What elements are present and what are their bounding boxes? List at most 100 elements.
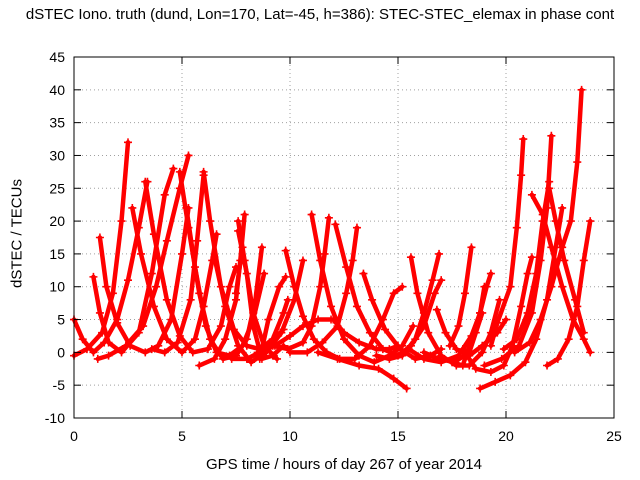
data-point: [314, 315, 323, 324]
data-point: [95, 308, 104, 317]
data-point: [579, 256, 588, 265]
data-point: [93, 354, 102, 363]
data-point: [523, 308, 532, 317]
data-point: [307, 210, 316, 219]
x-tick-label: 10: [282, 428, 298, 444]
pass-arc-line: [71, 179, 150, 355]
data-point: [482, 282, 491, 291]
data-point: [195, 361, 204, 370]
data-point: [499, 345, 508, 354]
data-point: [188, 348, 197, 357]
pass-arc-42: [545, 184, 588, 337]
data-point: [242, 354, 251, 363]
data-point: [124, 276, 132, 285]
data-point: [210, 253, 219, 262]
data-point: [260, 269, 269, 278]
data-point: [519, 135, 528, 144]
data-point: [113, 318, 122, 327]
data-point: [480, 361, 489, 370]
data-point: [141, 177, 150, 186]
data-point: [497, 354, 506, 363]
x-tick-label: 5: [178, 428, 186, 444]
data-point: [331, 220, 340, 229]
data-point: [279, 308, 288, 317]
data-point: [210, 354, 219, 363]
data-point: [527, 190, 536, 199]
data-point: [333, 354, 342, 363]
data-point: [225, 282, 234, 291]
data-point: [175, 167, 184, 176]
data-point: [499, 361, 508, 370]
y-tick-label: 20: [49, 213, 65, 229]
pass-arc-line: [71, 140, 131, 358]
y-tick-label: 0: [57, 344, 65, 360]
data-point: [169, 164, 178, 173]
data-point: [476, 308, 485, 317]
data-point: [413, 289, 422, 298]
pass-arc-line: [257, 274, 288, 362]
data-point: [573, 158, 582, 167]
data-point: [160, 348, 169, 357]
data-point: [309, 335, 318, 344]
data-point: [149, 230, 158, 239]
data-point: [460, 289, 469, 298]
pass-arc-7: [141, 177, 240, 357]
data-point: [428, 276, 437, 285]
data-point: [545, 184, 554, 193]
data-point: [538, 210, 547, 219]
data-point: [432, 305, 441, 314]
pass-arc-2: [70, 138, 132, 360]
data-point: [495, 295, 504, 304]
data-point: [199, 167, 208, 176]
data-point: [255, 354, 264, 363]
pass-arc-line: [130, 205, 219, 355]
pass-arc-line: [95, 153, 191, 362]
data-point: [586, 217, 595, 226]
data-point: [298, 256, 307, 265]
data-point: [89, 348, 98, 357]
data-point: [389, 374, 398, 383]
data-point: [404, 345, 413, 354]
data-point: [206, 217, 215, 226]
data-point: [517, 171, 526, 180]
data-point: [402, 384, 411, 393]
data-point: [350, 354, 359, 363]
data-point: [104, 351, 113, 360]
data-point: [227, 354, 236, 363]
y-tick-label: -10: [45, 410, 65, 426]
data-point: [221, 302, 230, 311]
data-point: [298, 338, 307, 347]
data-point: [465, 341, 474, 350]
data-point: [147, 269, 156, 278]
data-point: [314, 348, 323, 357]
data-point: [398, 282, 407, 291]
data-point: [352, 223, 361, 232]
data-point: [566, 217, 575, 226]
data-point: [521, 358, 530, 367]
data-point: [551, 217, 560, 226]
x-tick-label: 0: [70, 428, 78, 444]
data-point: [178, 348, 186, 357]
data-point: [275, 282, 284, 291]
pass-arc-36: [486, 135, 528, 350]
data-point: [182, 203, 191, 212]
data-point: [316, 282, 325, 291]
data-point: [385, 354, 394, 363]
data-point: [441, 328, 450, 337]
data-point: [117, 217, 126, 226]
data-point: [577, 85, 586, 94]
data-point: [374, 364, 383, 373]
y-tick-label: 30: [49, 147, 65, 163]
data-point: [342, 263, 351, 272]
data-point: [571, 295, 580, 304]
data-point: [579, 328, 588, 337]
data-point: [190, 335, 199, 344]
data-point: [152, 282, 161, 291]
data-point: [147, 345, 156, 354]
data-point: [234, 217, 243, 226]
y-axis-label: dSTEC / TECUs: [8, 179, 26, 288]
data-point: [411, 335, 420, 344]
pass-arc-line: [488, 136, 526, 349]
pass-arc-line: [315, 350, 409, 391]
data-point: [178, 249, 186, 258]
